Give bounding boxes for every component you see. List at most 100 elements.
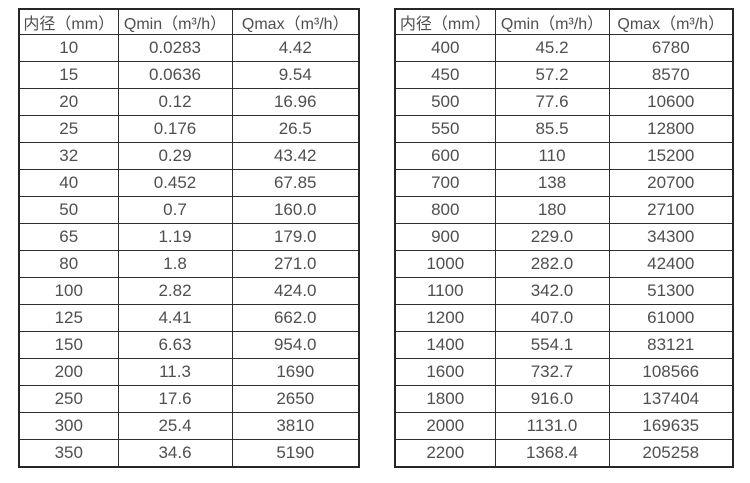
table-cell: 100 <box>18 277 119 305</box>
table-cell: 137404 <box>608 385 734 413</box>
table-cell: 85.5 <box>494 115 610 143</box>
table-cell: 1.8 <box>117 250 233 278</box>
table-row: 1200 407.0 61000 <box>394 304 734 332</box>
table-row: 700 138 20700 <box>394 169 734 197</box>
table-cell: 271.0 <box>231 250 360 278</box>
table-row: 65 1.19 179.0 <box>18 223 360 251</box>
table-cell: 65 <box>18 223 119 251</box>
table-cell: 1131.0 <box>494 412 610 440</box>
table-cell: 0.0283 <box>117 34 233 62</box>
column-header: Qmax（m³/h） <box>608 8 734 35</box>
table-cell: 34.6 <box>117 439 233 468</box>
table-row: 1400 554.1 83121 <box>394 331 734 359</box>
table-cell: 2000 <box>394 412 496 440</box>
table-cell: 250 <box>18 385 119 413</box>
table-row: 25 0.176 26.5 <box>18 115 360 143</box>
column-header: 内径（mm） <box>394 8 496 35</box>
table-cell: 282.0 <box>494 250 610 278</box>
table-row: 350 34.6 5190 <box>18 439 360 468</box>
table-cell: 9.54 <box>231 61 360 89</box>
table-cell: 500 <box>394 88 496 116</box>
table-cell: 200 <box>18 358 119 386</box>
table-cell: 25.4 <box>117 412 233 440</box>
table-row: 400 45.2 6780 <box>394 34 734 62</box>
table-cell: 2650 <box>231 385 360 413</box>
table-row: 2200 1368.4 205258 <box>394 439 734 468</box>
table-cell: 0.12 <box>117 88 233 116</box>
table-cell: 8570 <box>608 61 734 89</box>
table-cell: 110 <box>494 142 610 170</box>
table-cell: 80 <box>18 250 119 278</box>
table-cell: 1800 <box>394 385 496 413</box>
table-cell: 26.5 <box>231 115 360 143</box>
table-cell: 1.19 <box>117 223 233 251</box>
table-cell: 138 <box>494 169 610 197</box>
table-cell: 32 <box>18 142 119 170</box>
column-header: 内径（mm） <box>18 8 119 35</box>
table-cell: 4.42 <box>231 34 360 62</box>
table-cell: 600 <box>394 142 496 170</box>
table-row: 32 0.29 43.42 <box>18 142 360 170</box>
flow-table-large-diameters: 内径（mm） Qmin（m³/h） Qmax（m³/h） 400 45.2 6780 450… <box>394 8 734 468</box>
table-cell: 0.29 <box>117 142 233 170</box>
table-cell: 61000 <box>608 304 734 332</box>
table-row: 500 77.6 10600 <box>394 88 734 116</box>
table-cell: 0.7 <box>117 196 233 224</box>
table-cell: 25 <box>18 115 119 143</box>
table-cell: 1368.4 <box>494 439 610 468</box>
header-row: 内径（mm） Qmin（m³/h） Qmax（m³/h） <box>394 8 734 35</box>
table-row: 2000 1131.0 169635 <box>394 412 734 440</box>
table-cell: 11.3 <box>117 358 233 386</box>
column-header: Qmin（m³/h） <box>117 8 233 35</box>
table-cell: 550 <box>394 115 496 143</box>
table-cell: 300 <box>18 412 119 440</box>
table-cell: 10 <box>18 34 119 62</box>
table-cell: 20700 <box>608 169 734 197</box>
table-row: 1800 916.0 137404 <box>394 385 734 413</box>
table-cell: 150 <box>18 331 119 359</box>
table-row: 450 57.2 8570 <box>394 61 734 89</box>
table-cell: 6780 <box>608 34 734 62</box>
table-cell: 125 <box>18 304 119 332</box>
table-cell: 0.452 <box>117 169 233 197</box>
table-row: 1000 282.0 42400 <box>394 250 734 278</box>
table-cell: 15200 <box>608 142 734 170</box>
table-row: 80 1.8 271.0 <box>18 250 360 278</box>
table-cell: 179.0 <box>231 223 360 251</box>
table-cell: 6.63 <box>117 331 233 359</box>
table-cell: 15 <box>18 61 119 89</box>
table-cell: 45.2 <box>494 34 610 62</box>
flow-range-tables: 内径（mm） Qmin（m³/h） Qmax（m³/h） 10 0.0283 4.42 15… <box>18 8 734 468</box>
table-cell: 954.0 <box>231 331 360 359</box>
table-cell: 1690 <box>231 358 360 386</box>
table-cell: 83121 <box>608 331 734 359</box>
table-row: 550 85.5 12800 <box>394 115 734 143</box>
table-row: 10 0.0283 4.42 <box>18 34 360 62</box>
table-row: 1600 732.7 108566 <box>394 358 734 386</box>
column-header: Qmax（m³/h） <box>231 8 360 35</box>
table-cell: 450 <box>394 61 496 89</box>
table-cell: 5190 <box>231 439 360 468</box>
table-cell: 17.6 <box>117 385 233 413</box>
table-cell: 43.42 <box>231 142 360 170</box>
table-cell: 0.176 <box>117 115 233 143</box>
table-cell: 12800 <box>608 115 734 143</box>
table-row: 300 25.4 3810 <box>18 412 360 440</box>
table-cell: 700 <box>394 169 496 197</box>
table-row: 150 6.63 954.0 <box>18 331 360 359</box>
table-cell: 3810 <box>231 412 360 440</box>
table-cell: 108566 <box>608 358 734 386</box>
table-cell: 67.85 <box>231 169 360 197</box>
table-cell: 800 <box>394 196 496 224</box>
table-cell: 1100 <box>394 277 496 305</box>
table-cell: 20 <box>18 88 119 116</box>
table-cell: 27100 <box>608 196 734 224</box>
table-cell: 662.0 <box>231 304 360 332</box>
table-cell: 229.0 <box>494 223 610 251</box>
table-row: 15 0.0636 9.54 <box>18 61 360 89</box>
table-cell: 900 <box>394 223 496 251</box>
table-cell: 169635 <box>608 412 734 440</box>
table-row: 125 4.41 662.0 <box>18 304 360 332</box>
table-row: 50 0.7 160.0 <box>18 196 360 224</box>
table-cell: 34300 <box>608 223 734 251</box>
